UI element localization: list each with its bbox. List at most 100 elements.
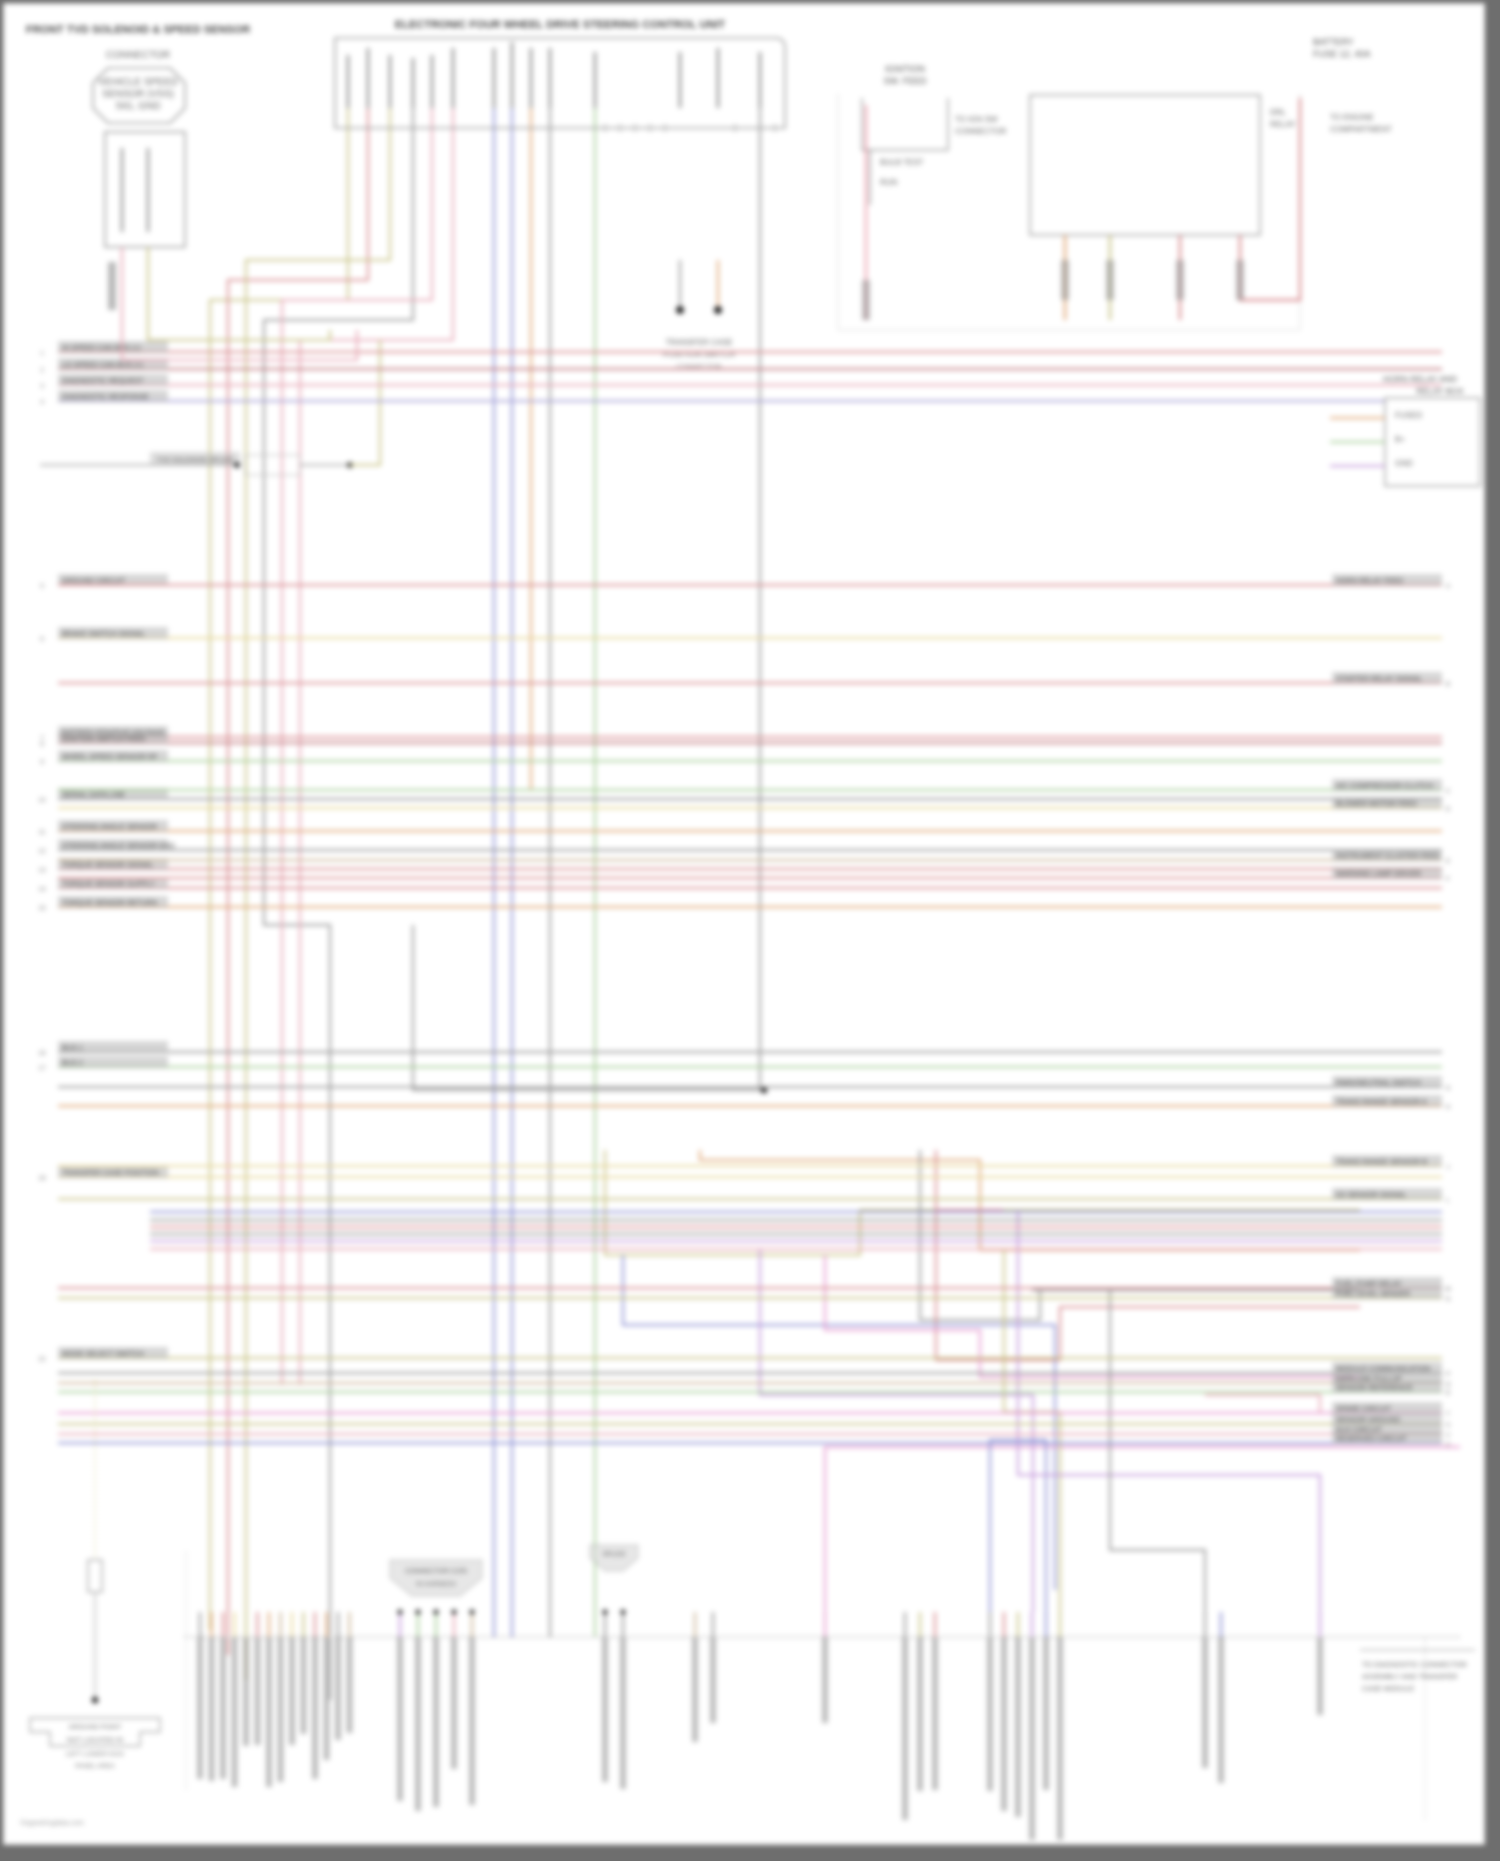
svg-text:11: 11 bbox=[39, 829, 46, 836]
svg-text:F: F bbox=[1446, 876, 1450, 883]
svg-text:R: R bbox=[1446, 1390, 1451, 1397]
svg-text:BULB TEST: BULB TEST bbox=[880, 158, 924, 167]
svg-text:TO IGN SW: TO IGN SW bbox=[955, 115, 998, 124]
svg-text:SIG, GND: SIG, GND bbox=[115, 101, 160, 112]
svg-text:STEERING ANGLE SENSOR GND: STEERING ANGLE SENSOR GND bbox=[62, 841, 175, 850]
svg-text:22: 22 bbox=[38, 1356, 46, 1363]
svg-text:GND: GND bbox=[1395, 459, 1413, 468]
svg-text:SENSOR (VSS): SENSOR (VSS) bbox=[102, 89, 174, 100]
svg-text:B+: B+ bbox=[1395, 435, 1405, 444]
svg-text:C: C bbox=[1446, 788, 1451, 795]
svg-text:MODE SELECT SWITCH: MODE SELECT SWITCH bbox=[62, 1349, 144, 1358]
svg-text:16: 16 bbox=[38, 1050, 46, 1057]
svg-text:2: 2 bbox=[40, 367, 44, 374]
svg-text:TRANS RANGE SENSOR A: TRANS RANGE SENSOR A bbox=[1336, 1097, 1427, 1106]
svg-text:TRANSFER CASE: TRANSFER CASE bbox=[665, 338, 732, 347]
svg-text:FUEL PUMP RELAY: FUEL PUMP RELAY bbox=[1336, 1279, 1402, 1288]
svg-text:COMPARTMENT: COMPARTMENT bbox=[1330, 125, 1392, 134]
svg-text:LO SPEED CAN BUS (+): LO SPEED CAN BUS (+) bbox=[62, 360, 143, 369]
svg-text:INSTRUMENT CLUSTER FEED: INSTRUMENT CLUSTER FEED bbox=[1336, 851, 1440, 860]
svg-text:10: 10 bbox=[38, 797, 46, 804]
svg-text:HI SPEED CAN BUS (+): HI SPEED CAN BUS (+) bbox=[62, 343, 140, 352]
svg-text:SW. FEED: SW. FEED bbox=[883, 76, 927, 86]
svg-text:IN HARNESS: IN HARNESS bbox=[416, 1581, 456, 1588]
svg-text:VEHICLE SPEED: VEHICLE SPEED bbox=[98, 77, 177, 88]
svg-text:RUN: RUN bbox=[880, 178, 898, 187]
svg-text:TRANSFER CASE POSITION: TRANSFER CASE POSITION bbox=[62, 1168, 159, 1177]
svg-text:GROUND POINT: GROUND POINT bbox=[69, 1724, 122, 1731]
svg-text:H: H bbox=[1446, 1104, 1451, 1111]
svg-text:©egewiringdata.com: ©egewiringdata.com bbox=[20, 1819, 84, 1827]
svg-text:TRANS RANGE SENSOR B: TRANS RANGE SENSOR B bbox=[1336, 1157, 1427, 1166]
svg-text:TORQUE SENSOR SIGNAL: TORQUE SENSOR SIGNAL bbox=[62, 860, 153, 869]
svg-text:3: 3 bbox=[40, 383, 44, 390]
svg-text:BATTERY: BATTERY bbox=[1313, 37, 1354, 47]
svg-text:FUSED: FUSED bbox=[1395, 411, 1422, 420]
svg-text:RELAY BOX: RELAY BOX bbox=[1416, 386, 1464, 396]
svg-text:CONNECTOR C205: CONNECTOR C205 bbox=[405, 1568, 467, 1575]
svg-text:LEFT LOWER KICK: LEFT LOWER KICK bbox=[66, 1751, 125, 1758]
svg-text:L: L bbox=[1446, 1197, 1450, 1204]
svg-text:RELAY: RELAY bbox=[1270, 120, 1296, 129]
svg-text:8: 8 bbox=[40, 741, 44, 748]
svg-text:BUS 2: BUS 2 bbox=[62, 1058, 83, 1067]
svg-text:A: A bbox=[1446, 583, 1451, 590]
svg-text:PARK/NEUTRAL SWITCH: PARK/NEUTRAL SWITCH bbox=[1336, 1078, 1421, 1087]
svg-text:DIAGNOSTIC REQUEST: DIAGNOSTIC REQUEST bbox=[62, 376, 144, 385]
svg-text:DIAGNOSTIC RESPONSE: DIAGNOSTIC RESPONSE bbox=[62, 392, 149, 401]
svg-text:BLOWER MOTOR FEED: BLOWER MOTOR FEED bbox=[1336, 799, 1417, 808]
svg-text:MODULE COMMUNICATION: MODULE COMMUNICATION bbox=[1336, 1364, 1431, 1373]
svg-text:A/C COMPRESSOR CLUTCH: A/C COMPRESSOR CLUTCH bbox=[1336, 781, 1433, 790]
svg-text:CONNECTOR: CONNECTOR bbox=[106, 50, 170, 61]
svg-text:M: M bbox=[1445, 1286, 1450, 1293]
svg-text:BUS 1: BUS 1 bbox=[62, 1043, 83, 1052]
svg-text:ELECTRONIC FOUR WHEEL DRIVE ST: ELECTRONIC FOUR WHEEL DRIVE STEERING CON… bbox=[395, 19, 725, 31]
svg-text:SENSOR REFERENCE: SENSOR REFERENCE bbox=[1336, 1383, 1413, 1392]
svg-text:RESERVED CIRCUIT: RESERVED CIRCUIT bbox=[1336, 1434, 1407, 1443]
svg-text:5: 5 bbox=[40, 583, 44, 590]
svg-text:P: P bbox=[1446, 1371, 1450, 1378]
svg-text:6: 6 bbox=[40, 636, 44, 643]
svg-text:STARTER RELAY SIGNAL: STARTER RELAY SIGNAL bbox=[1336, 674, 1422, 683]
svg-text:CONNECTOR: CONNECTOR bbox=[955, 127, 1007, 136]
svg-text:SENSOR GROUND: SENSOR GROUND bbox=[1336, 1415, 1400, 1424]
svg-text:FUEL LEVEL SENDER: FUEL LEVEL SENDER bbox=[1336, 1289, 1410, 1298]
svg-text:4: 4 bbox=[40, 399, 44, 406]
svg-text:CASE MODULE: CASE MODULE bbox=[1362, 1684, 1415, 1693]
svg-text:IGNITION: IGNITION bbox=[885, 64, 925, 74]
svg-text:T: T bbox=[1446, 1411, 1450, 1418]
svg-text:G: G bbox=[1445, 1085, 1450, 1092]
svg-text:SERIAL DATA LINE: SERIAL DATA LINE bbox=[62, 790, 125, 799]
svg-text:15: 15 bbox=[38, 905, 46, 912]
svg-text:9: 9 bbox=[40, 759, 44, 766]
svg-text:FRONT TVD SOLENOID & SPEED SEN: FRONT TVD SOLENOID & SPEED SENSOR bbox=[26, 24, 250, 36]
svg-text:E: E bbox=[1446, 858, 1451, 865]
svg-text:U: U bbox=[1446, 1441, 1451, 1448]
svg-text:TO DIAGNOSTIC CONNECTOR: TO DIAGNOSTIC CONNECTOR bbox=[1362, 1660, 1467, 1669]
svg-text:WHEEL SPEED SENSOR RF: WHEEL SPEED SENSOR RF bbox=[62, 752, 158, 761]
svg-text:B: B bbox=[1446, 681, 1450, 688]
svg-text:GROUND CIRCUIT: GROUND CIRCUIT bbox=[62, 576, 126, 585]
svg-text:S: S bbox=[1446, 1422, 1451, 1429]
svg-text:12: 12 bbox=[38, 848, 46, 855]
svg-text:TORQUE SENSOR RETURN: TORQUE SENSOR RETURN bbox=[62, 898, 157, 907]
svg-text:FUSE 12, 40A: FUSE 12, 40A bbox=[1313, 49, 1371, 59]
svg-text:NOT LOCATED IN: NOT LOCATED IN bbox=[67, 1737, 123, 1744]
svg-text:D: D bbox=[1446, 806, 1451, 813]
svg-text:17: 17 bbox=[38, 1065, 46, 1072]
svg-text:BRAKE SWITCH SIGNAL: BRAKE SWITCH SIGNAL bbox=[62, 629, 145, 638]
svg-text:ASSEMBLY AND TRANSFER: ASSEMBLY AND TRANSFER bbox=[1362, 1672, 1457, 1681]
svg-text:18: 18 bbox=[38, 1175, 46, 1182]
svg-text:IGNITION SWITCH FEED: IGNITION SWITCH FEED bbox=[62, 734, 145, 743]
svg-text:V: V bbox=[1446, 1432, 1451, 1439]
svg-text:14: 14 bbox=[38, 886, 46, 893]
svg-text:13: 13 bbox=[38, 867, 46, 874]
svg-text:1: 1 bbox=[40, 350, 44, 357]
svg-text:Q: Q bbox=[1445, 1381, 1450, 1388]
svg-text:DRL: DRL bbox=[1270, 108, 1287, 117]
svg-text:WARNING LAMP DRIVER: WARNING LAMP DRIVER bbox=[1336, 869, 1421, 878]
svg-text:HORN RELAY AND: HORN RELAY AND bbox=[1383, 374, 1457, 384]
svg-text:TO ENGINE: TO ENGINE bbox=[1330, 113, 1374, 122]
svg-text:HORN RELAY FEED: HORN RELAY FEED bbox=[1336, 576, 1403, 585]
svg-text:N: N bbox=[1446, 1296, 1451, 1303]
